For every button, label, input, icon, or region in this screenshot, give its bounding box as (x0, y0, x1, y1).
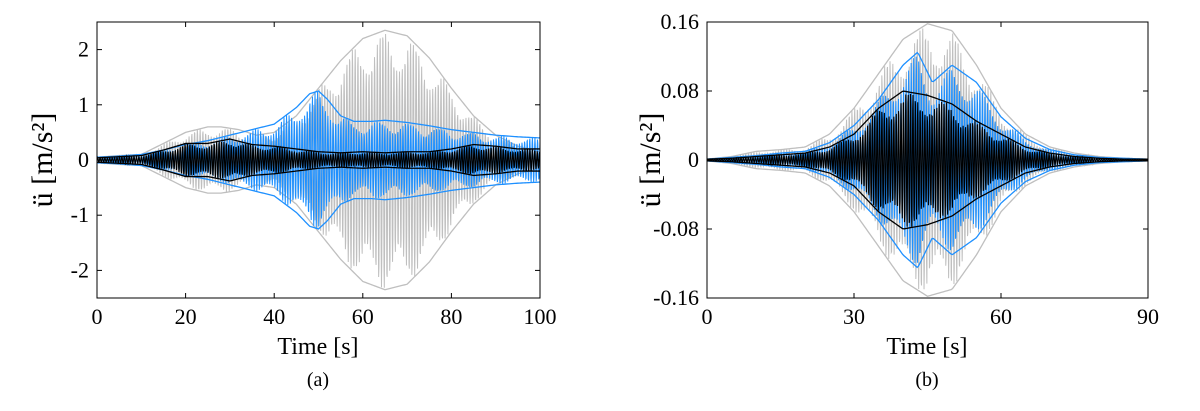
y-tick-label: 0.16 (661, 9, 700, 34)
panel-label: (a) (307, 369, 329, 391)
y-tick-label: -0.08 (653, 216, 699, 241)
y-tick-label: 0 (688, 147, 699, 172)
x-tick-label: 0 (702, 304, 713, 329)
x-tick-label: 40 (263, 304, 285, 329)
plot-area (97, 29, 540, 291)
series-3-signal (97, 141, 540, 179)
x-tick-label: 80 (440, 304, 462, 329)
chart-b: 0 30 60 90 0.16 0.08 0 -0.08 -0.16 Time [s] ü [m/s… (634, 9, 1159, 391)
y-tick-label: 0 (78, 147, 89, 172)
y-tick-label: -0.16 (653, 285, 699, 310)
y-axis-label: ü [m/s²] (634, 113, 667, 208)
x-tick-label: 60 (352, 304, 374, 329)
series-1-upper-envelope (97, 29, 540, 158)
series-1-lower-envelope (707, 160, 1148, 297)
series-3-signal (707, 93, 1148, 227)
series-2-upper-envelope (707, 51, 1148, 160)
y-tick-label: -2 (71, 257, 89, 282)
x-axis-label: Time [s] (277, 334, 358, 360)
y-tick-label: 0.08 (661, 78, 700, 103)
plot-area (707, 23, 1148, 297)
x-tick-label: 20 (175, 304, 197, 329)
series-3-lower-envelope (707, 160, 1148, 230)
x-tick-label: 0 (92, 304, 103, 329)
y-tick-label: -1 (71, 202, 89, 227)
y-tick-label: 2 (78, 37, 89, 62)
chart-a: 0 20 40 60 80 100 2 1 0 -1 -2 Time [s] ü [m/s²] (a) (26, 21, 557, 391)
series-3-upper-envelope (707, 90, 1148, 160)
x-tick-label: 60 (990, 304, 1012, 329)
x-tick-label: 100 (524, 304, 557, 329)
x-tick-label: 30 (843, 304, 865, 329)
x-tick-label: 90 (1137, 304, 1159, 329)
series-1-upper-envelope (707, 23, 1148, 160)
series-3-upper-envelope (97, 138, 540, 159)
x-axis-label: Time [s] (886, 334, 967, 360)
y-axis-label: ü [m/s²] (26, 113, 59, 208)
series-2-lower-envelope (707, 160, 1148, 269)
series-1-lower-envelope (97, 162, 540, 291)
y-tick-label: 1 (78, 92, 89, 117)
series-3-lower-envelope (97, 161, 540, 182)
panel-label: (b) (915, 369, 938, 391)
